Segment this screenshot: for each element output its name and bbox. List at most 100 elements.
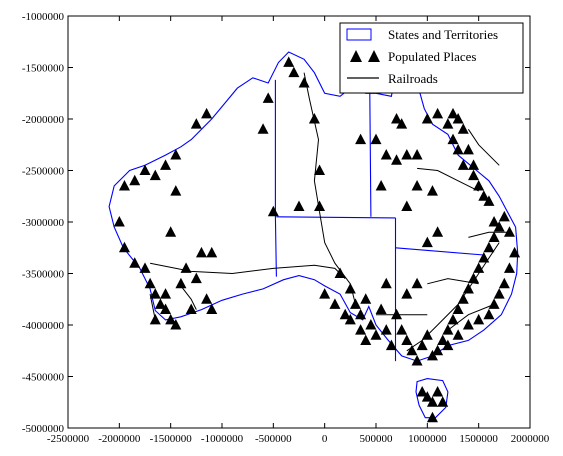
populated-place-marker <box>355 133 367 145</box>
state-borders-layer <box>274 79 484 362</box>
populated-place-marker <box>160 159 172 170</box>
populated-place-marker <box>380 324 392 335</box>
populated-place-marker <box>416 339 428 351</box>
populated-place-marker <box>411 277 423 289</box>
populated-place-marker <box>149 288 161 299</box>
populated-place-marker <box>365 319 377 330</box>
railroad-line <box>427 278 479 285</box>
railroad-line <box>467 129 500 166</box>
populated-place-marker <box>293 200 305 212</box>
populated-place-marker <box>498 210 510 222</box>
populated-place-marker <box>165 313 177 325</box>
populated-place-marker <box>329 298 341 309</box>
populated-place-marker <box>262 92 274 103</box>
y-tick-label: -2000000 <box>22 114 65 126</box>
populated-place-marker <box>452 303 464 315</box>
populated-place-marker <box>396 324 408 335</box>
populated-place-marker <box>370 133 382 145</box>
populated-place-marker <box>319 288 331 299</box>
populated-place-marker <box>447 313 459 325</box>
populated-place-marker <box>360 293 372 304</box>
y-tick-label: -3500000 <box>22 269 65 281</box>
state-border <box>274 79 277 277</box>
populated-place-marker <box>154 298 166 309</box>
populated-place-marker <box>452 113 464 124</box>
populated-place-marker <box>447 133 459 145</box>
populated-place-marker <box>457 123 469 134</box>
state-border <box>369 93 372 217</box>
populated-place-marker <box>442 118 454 129</box>
y-tick-label: -2500000 <box>22 166 65 178</box>
x-tick-label: 0 <box>322 433 328 445</box>
populated-place-marker <box>493 288 505 299</box>
tasmania-coastline <box>415 378 449 419</box>
railroad-line <box>406 242 500 352</box>
populated-place-marker <box>473 313 485 325</box>
legend-places-symbol <box>350 50 362 62</box>
legend-states-label: States and Territories <box>388 27 498 42</box>
populated-place-marker <box>401 200 413 212</box>
x-tick-label: 1500000 <box>459 433 498 445</box>
populated-place-marker <box>370 329 382 340</box>
populated-place-marker <box>118 241 130 253</box>
y-tick-label: -3000000 <box>22 217 65 229</box>
y-tick-label: -5000000 <box>22 423 65 435</box>
populated-place-marker <box>149 313 161 325</box>
populated-place-marker <box>426 411 438 423</box>
populated-place-marker <box>334 267 346 278</box>
populated-place-marker <box>396 118 408 129</box>
populated-place-marker <box>503 262 515 273</box>
populated-place-marker <box>483 241 495 253</box>
x-tick-label: 1000000 <box>408 433 447 445</box>
railroad-line <box>447 303 495 331</box>
populated-place-marker <box>170 185 182 196</box>
populated-place-marker <box>483 195 495 206</box>
populated-place-marker <box>201 107 213 119</box>
populated-place-marker <box>411 355 423 366</box>
populated-place-marker <box>468 159 480 170</box>
populated-place-marker <box>129 174 141 186</box>
populated-place-marker <box>421 329 433 340</box>
populated-place-marker <box>411 149 423 160</box>
populated-place-marker <box>118 179 130 191</box>
populated-place-marker <box>180 262 192 273</box>
railroad-line <box>417 167 479 192</box>
populated-place-marker <box>267 205 279 217</box>
populated-place-marker <box>478 252 490 263</box>
populated-place-marker <box>283 56 295 67</box>
populated-place-marker <box>391 113 403 124</box>
populated-place-marker <box>298 76 310 88</box>
populated-place-marker <box>437 334 449 345</box>
populated-place-marker <box>149 169 161 181</box>
populated-places-layer <box>113 56 521 423</box>
x-tick-label: -1000000 <box>201 433 244 445</box>
legend-places-label: Populated Places <box>388 49 476 64</box>
populated-place-marker <box>144 277 156 289</box>
populated-place-marker <box>488 298 500 309</box>
populated-place-marker <box>498 277 510 289</box>
populated-place-marker <box>339 308 351 320</box>
populated-place-marker <box>432 107 444 119</box>
populated-place-marker <box>452 143 464 155</box>
populated-place-marker <box>406 344 418 356</box>
populated-place-marker <box>473 179 485 191</box>
state-border <box>276 216 396 219</box>
populated-place-marker <box>401 288 413 299</box>
x-tick-label: -2500000 <box>47 433 90 445</box>
populated-place-marker <box>206 246 218 258</box>
populated-place-marker <box>355 324 367 335</box>
populated-place-marker <box>452 329 464 340</box>
populated-place-marker <box>139 164 151 175</box>
populated-place-marker <box>308 113 320 124</box>
y-tick-label: -4000000 <box>22 320 65 332</box>
populated-place-marker <box>190 272 202 284</box>
populated-place-marker <box>462 143 474 155</box>
populated-place-marker <box>503 226 515 237</box>
populated-place-marker <box>432 344 444 356</box>
populated-place-marker <box>401 334 413 345</box>
populated-place-marker <box>139 262 151 273</box>
populated-place-marker <box>201 293 213 304</box>
populated-place-marker <box>457 293 469 304</box>
populated-place-marker <box>360 334 372 345</box>
populated-place-marker <box>421 236 433 248</box>
